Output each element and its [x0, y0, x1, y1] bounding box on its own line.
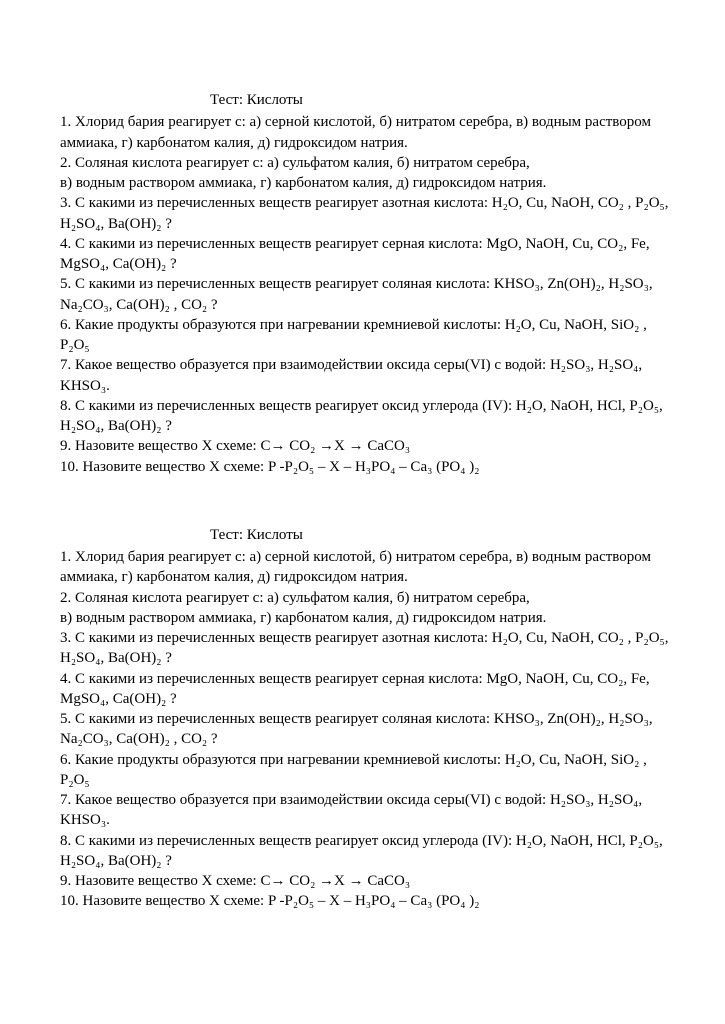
- question-line: в) водным раствором аммиака, г) карбонат…: [60, 608, 675, 628]
- question-line: 2. Соляная кислота реагирует с: а) сульф…: [60, 153, 675, 173]
- question-line: в) водным раствором аммиака, г) карбонат…: [60, 173, 675, 193]
- test-block-1: Тест: Кислоты 1. Хлорид бария реагирует …: [60, 90, 675, 477]
- question-line: 10. Назовите вещество Х схеме: P -P₂O₅ –…: [60, 457, 675, 477]
- test-block-2: Тест: Кислоты 1. Хлорид бария реагирует …: [60, 525, 675, 912]
- test-title: Тест: Кислоты: [60, 525, 675, 545]
- question-line: 5. С какими из перечисленных веществ реа…: [60, 274, 675, 315]
- question-line: 8. С какими из перечисленных веществ реа…: [60, 396, 675, 437]
- question-line: 5. С какими из перечисленных веществ реа…: [60, 709, 675, 750]
- question-line: 8. С какими из перечисленных веществ реа…: [60, 831, 675, 872]
- question-line: 6. Какие продукты образуются при нагрева…: [60, 750, 675, 791]
- question-line: 2. Соляная кислота реагирует с: а) сульф…: [60, 588, 675, 608]
- question-line: 3. С какими из перечисленных веществ реа…: [60, 628, 675, 669]
- question-line: 3. С какими из перечисленных веществ реа…: [60, 193, 675, 234]
- question-line: 9. Назовите вещество Х схеме: C→ CO₂ →X …: [60, 871, 675, 891]
- document-page: Тест: Кислоты 1. Хлорид бария реагирует …: [0, 0, 725, 1000]
- question-line: 1. Хлорид бария реагирует с: а) серной к…: [60, 112, 675, 153]
- question-line: 10. Назовите вещество Х схеме: P -P₂O₅ –…: [60, 891, 675, 911]
- question-line: 7. Какое вещество образуется при взаимод…: [60, 790, 675, 831]
- question-line: 4. С какими из перечисленных веществ реа…: [60, 234, 675, 275]
- question-line: 4. С какими из перечисленных веществ реа…: [60, 669, 675, 710]
- question-line: 9. Назовите вещество Х схеме: C→ CO₂ →X …: [60, 436, 675, 456]
- question-line: 7. Какое вещество образуется при взаимод…: [60, 355, 675, 396]
- test-title: Тест: Кислоты: [60, 90, 675, 110]
- question-line: 1. Хлорид бария реагирует с: а) серной к…: [60, 547, 675, 588]
- question-line: 6. Какие продукты образуются при нагрева…: [60, 315, 675, 356]
